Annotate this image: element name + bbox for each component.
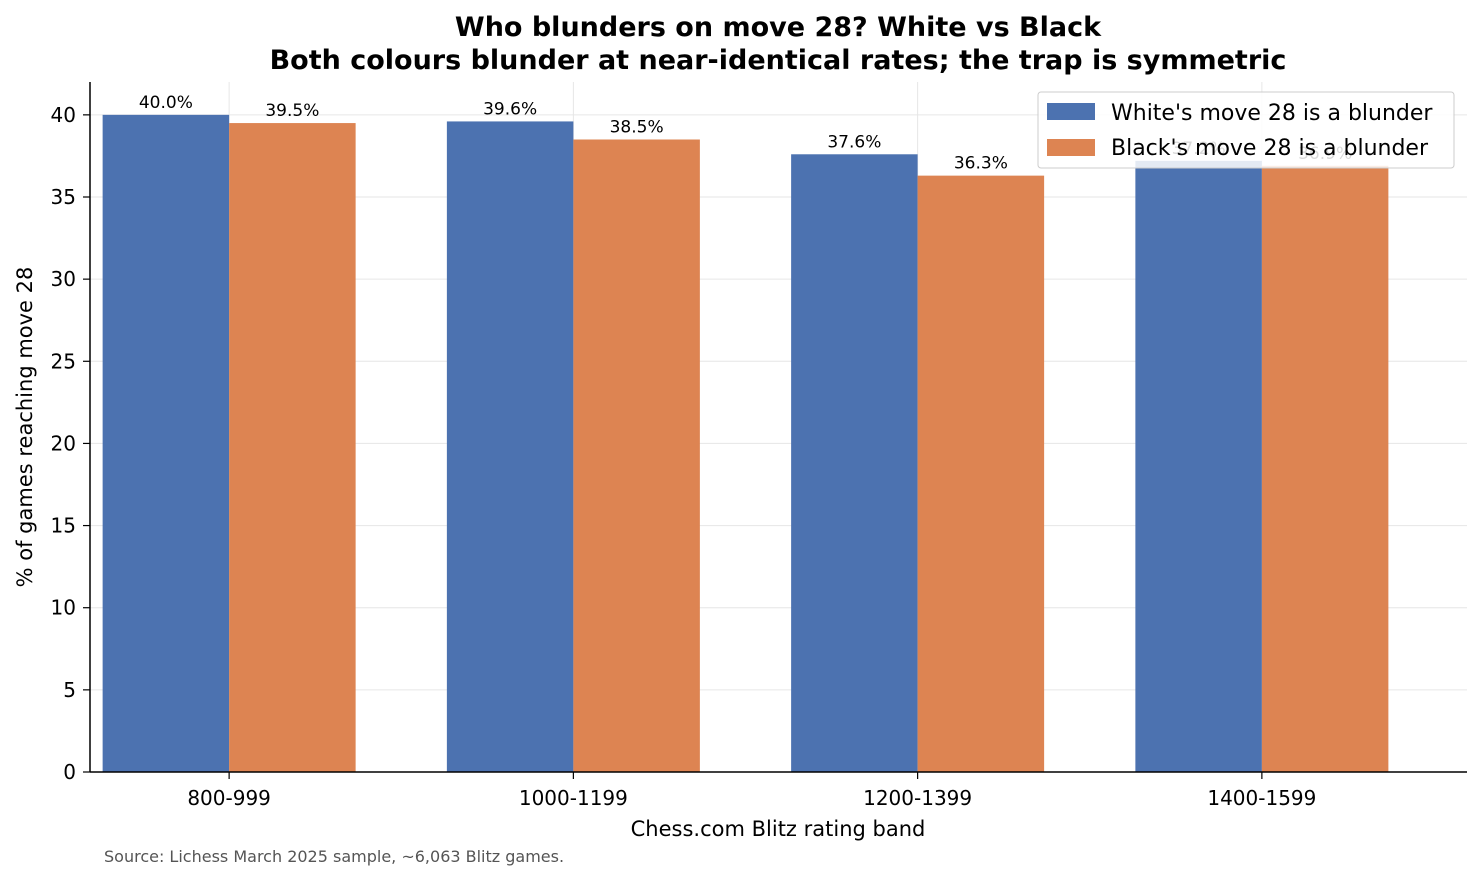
- x-tick-label: 1200-1399: [863, 786, 972, 810]
- bar-black: [1261, 165, 1389, 773]
- data-label: 38.5%: [610, 118, 664, 138]
- bar-black: [917, 175, 1045, 773]
- source-note: Source: Lichess March 2025 sample, ~6,06…: [104, 847, 564, 866]
- y-axis-ticks: 0 5 10 15 20 25 30 35 40: [51, 103, 90, 784]
- y-tick-label: 0: [63, 760, 76, 784]
- x-axis-label: Chess.com Blitz rating band: [631, 817, 926, 841]
- data-label: 39.5%: [265, 101, 319, 121]
- bar-black: [573, 139, 700, 772]
- data-label: 36.3%: [954, 154, 1008, 174]
- legend-swatch-white: [1047, 103, 1095, 120]
- bars: [102, 114, 1389, 773]
- chart-title: Who blunders on move 28? White vs Black: [455, 12, 1102, 43]
- bar-white: [791, 154, 918, 773]
- y-tick-label: 40: [51, 103, 76, 127]
- bar-white: [102, 114, 230, 773]
- legend-swatch-black: [1047, 139, 1095, 156]
- y-tick-label: 25: [51, 349, 76, 373]
- y-tick-label: 5: [63, 678, 76, 702]
- bar-white: [446, 121, 574, 772]
- chart-subtitle: Both colours blunder at near-identical r…: [270, 45, 1287, 76]
- data-label: 37.6%: [827, 132, 881, 152]
- x-tick-label: 1000-1199: [519, 786, 628, 810]
- legend-label-white: White's move 28 is a blunder: [1111, 101, 1433, 126]
- data-label: 39.6%: [483, 99, 537, 119]
- y-tick-label: 10: [51, 596, 76, 620]
- x-axis-ticks: 800-999 1000-1199 1200-1399 1400-1599: [187, 772, 1316, 810]
- y-tick-label: 35: [51, 185, 76, 209]
- y-axis-label: % of games reaching move 28: [13, 267, 37, 588]
- legend: White's move 28 is a blunder Black's mov…: [1037, 91, 1455, 169]
- bar-white: [1135, 160, 1262, 772]
- legend-label-black: Black's move 28 is a blunder: [1111, 136, 1429, 161]
- y-tick-label: 15: [51, 514, 76, 538]
- x-tick-label: 800-999: [187, 786, 271, 810]
- data-label: 40.0%: [139, 93, 193, 113]
- x-tick-label: 1400-1599: [1207, 786, 1316, 810]
- legend-box: [1037, 91, 1455, 169]
- bar-black: [229, 123, 356, 773]
- y-tick-label: 20: [51, 431, 76, 455]
- y-tick-label: 30: [51, 267, 76, 291]
